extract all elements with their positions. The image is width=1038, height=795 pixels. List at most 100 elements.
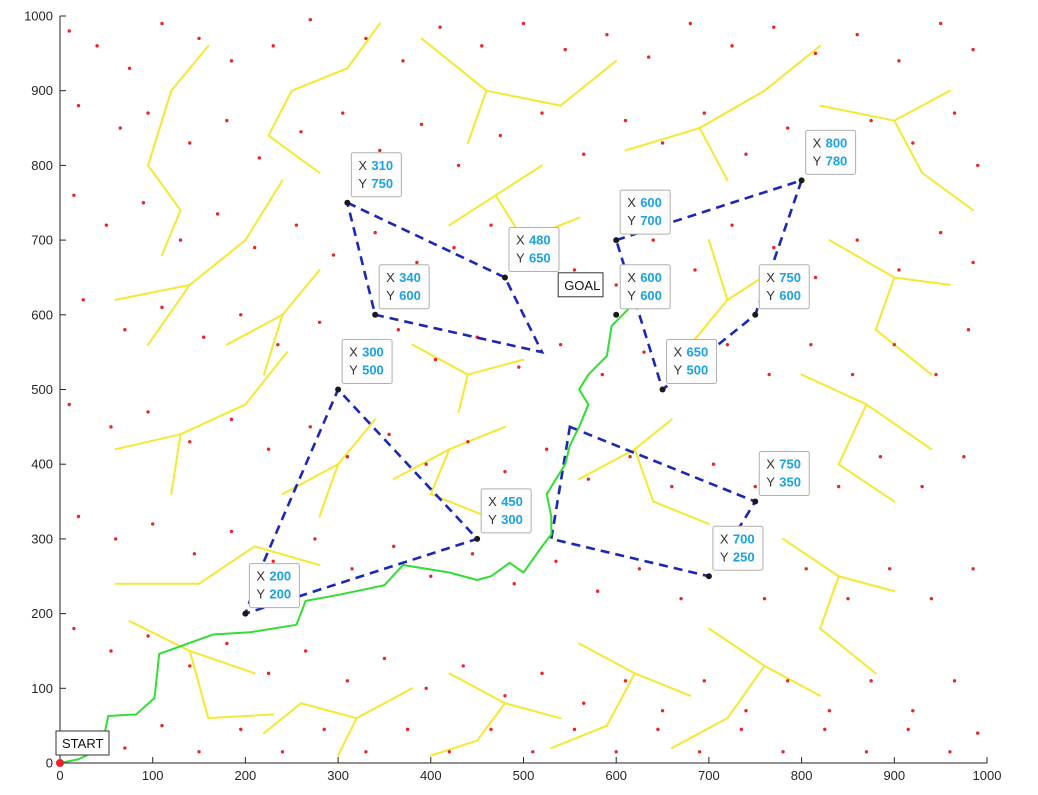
datatip-box <box>341 339 393 384</box>
y-tick-label: 200 <box>31 606 53 621</box>
sample-point <box>702 679 706 683</box>
datatip-x-value: 480 <box>529 232 551 247</box>
sample-point <box>160 21 164 26</box>
sample-point <box>642 350 646 354</box>
obstacle-vertex <box>752 498 759 505</box>
sample-point <box>920 484 924 489</box>
datatip-x-key: X <box>256 569 265 584</box>
tree-edge <box>837 403 868 466</box>
sample-point <box>767 372 771 377</box>
datatip-x-key: X <box>674 345 683 360</box>
sample-point <box>76 103 81 108</box>
sample-point <box>623 118 628 123</box>
tree-edge <box>207 713 275 720</box>
sample-point <box>373 230 377 235</box>
y-tick-label: 800 <box>31 158 53 173</box>
tree-edge <box>244 351 289 406</box>
sample-point <box>572 268 577 272</box>
sample-point <box>447 750 452 754</box>
tree-edge <box>225 313 284 346</box>
y-tick-label: 300 <box>31 531 53 546</box>
sample-point <box>540 671 544 676</box>
sample-point <box>160 723 164 728</box>
sample-point <box>948 750 952 754</box>
marker-text: START <box>62 736 103 751</box>
datatip-y-key: Y <box>386 288 395 303</box>
y-tick-label: 500 <box>31 382 53 397</box>
tree-edge <box>837 463 896 503</box>
sample-point <box>392 544 396 549</box>
tree-edge <box>652 500 710 525</box>
datatip-box <box>712 525 764 571</box>
tree-edges-layer <box>114 22 975 757</box>
sample-point <box>897 268 901 272</box>
sample-point <box>730 44 734 48</box>
tree-edge <box>893 276 951 286</box>
sample-point <box>952 679 957 683</box>
sample-point <box>76 514 81 519</box>
sample-point <box>456 163 461 168</box>
datatip-x-key: X <box>766 457 775 472</box>
tree-edge <box>633 418 673 451</box>
sample-point <box>229 529 234 534</box>
sample-point <box>730 223 734 227</box>
sample-point <box>911 709 915 713</box>
datatip: X 600 Y 600 <box>619 264 671 310</box>
sample-point <box>382 656 387 661</box>
datatip-y-key: Y <box>720 549 729 564</box>
tree-edge <box>188 239 247 286</box>
y-tick-label: 0 <box>46 756 53 771</box>
sample-point <box>850 372 855 377</box>
sample-point <box>725 342 730 347</box>
datatip-y-key: Y <box>488 512 497 527</box>
sample-point <box>572 727 577 732</box>
tree-edge <box>420 37 488 92</box>
sample-point <box>952 111 957 115</box>
sample-point <box>498 133 503 138</box>
sample-point <box>521 21 526 26</box>
sample-point <box>252 245 257 250</box>
tree-edge <box>485 89 562 107</box>
sample-point <box>582 152 586 156</box>
tree-edge <box>114 433 182 451</box>
datatip-y-value: 500 <box>362 363 384 378</box>
sample-point <box>836 484 841 489</box>
sample-point <box>67 29 71 33</box>
sample-point <box>966 328 971 332</box>
datatip-y-key: Y <box>627 288 636 303</box>
datatip-x-value: 750 <box>779 457 801 472</box>
datatip-y-value: 600 <box>399 288 421 303</box>
sample-point <box>976 163 980 168</box>
tree-edge <box>188 649 210 720</box>
tree-edge <box>874 328 933 376</box>
datatip-x-key: X <box>386 270 395 285</box>
y-tick-label: 700 <box>31 233 53 248</box>
tree-edge <box>550 724 608 750</box>
sample-point <box>401 59 405 63</box>
sample-point <box>656 727 660 732</box>
sample-point <box>929 596 934 601</box>
sample-point <box>864 750 869 754</box>
tree-edge <box>893 119 924 174</box>
sample-point <box>962 455 966 459</box>
datatip-x-key: X <box>627 270 636 285</box>
sample-point <box>276 342 280 347</box>
tree-edge <box>170 433 182 496</box>
sample-point <box>971 47 975 52</box>
tree-edge <box>763 44 822 92</box>
datatip-y-value: 600 <box>779 288 801 303</box>
sample-point <box>67 402 71 407</box>
sample-point <box>188 141 192 145</box>
sample-point <box>308 18 312 22</box>
datatip-box <box>480 488 532 534</box>
datatip-box <box>378 264 430 310</box>
x-tick-label: 900 <box>883 768 905 783</box>
sample-point <box>280 750 285 754</box>
sample-point <box>512 582 516 586</box>
tree-edge <box>819 627 877 675</box>
sample-point <box>503 469 507 474</box>
sample-point <box>878 455 883 459</box>
tree-edge <box>578 448 636 481</box>
x-tick-label: 500 <box>513 768 535 783</box>
obstacle-vertex <box>659 386 666 393</box>
